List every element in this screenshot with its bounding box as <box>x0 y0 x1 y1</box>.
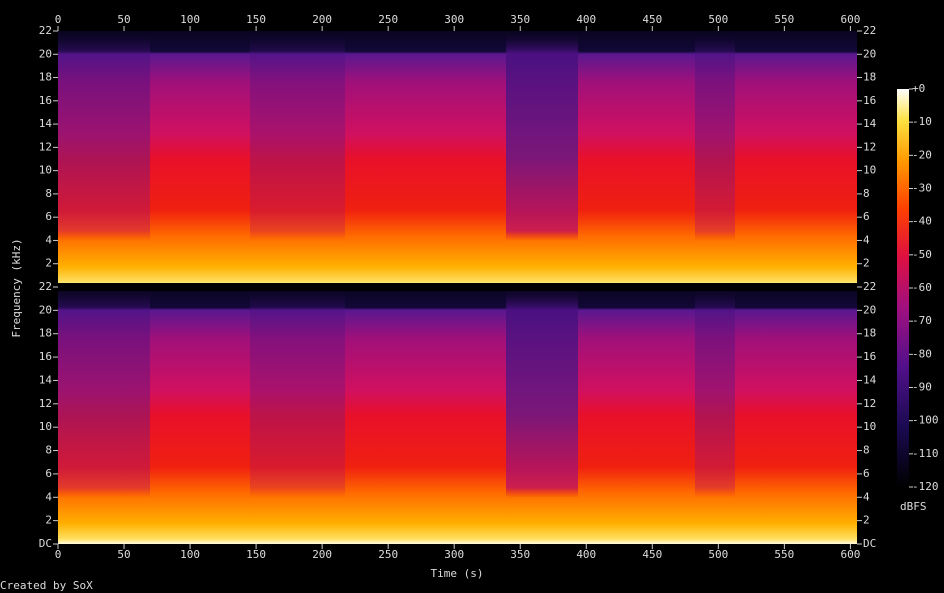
colorbar-tick-label: -40 <box>912 215 932 228</box>
y-tick-label: 8 <box>45 444 52 457</box>
x-tick-label: 0 <box>55 13 62 26</box>
x-tick-label: 100 <box>180 13 200 26</box>
x-tick-label: 300 <box>444 548 464 561</box>
y-tick-label: 6 <box>863 467 870 480</box>
colorbar-tick-label: -10 <box>912 115 932 128</box>
x-tick-label: 250 <box>378 548 398 561</box>
x-tick-label: 150 <box>246 13 266 26</box>
spectrogram-image <box>58 31 857 544</box>
y-axis-label: Frequency (kHz) <box>10 238 23 337</box>
y-tick-label: 8 <box>863 187 870 200</box>
colorbar-tick-label: -90 <box>912 381 932 394</box>
y-tick-label: 6 <box>45 210 52 223</box>
x-tick-label: 450 <box>642 13 662 26</box>
y-tick-label: 16 <box>863 350 876 363</box>
y-tick-label: 14 <box>39 117 53 130</box>
x-tick-label: 350 <box>510 548 530 561</box>
x-tick-label: 50 <box>117 548 130 561</box>
y-tick-label: 4 <box>45 490 52 503</box>
y-tick-label: 4 <box>45 233 52 246</box>
y-tick-label: 6 <box>45 467 52 480</box>
x-tick-label: 600 <box>840 548 860 561</box>
y-tick-label: 16 <box>39 94 52 107</box>
colorbar <box>897 89 909 487</box>
x-tick-label: 500 <box>708 13 728 26</box>
y-tick-label: 12 <box>863 140 876 153</box>
colorbar-tick-label: +0 <box>912 82 925 95</box>
y-tick-label: 20 <box>39 47 52 60</box>
x-tick-label: 200 <box>312 548 332 561</box>
y-tick-label: 18 <box>39 71 52 84</box>
y-tick-label: DC <box>39 537 52 550</box>
x-tick-label: 400 <box>576 13 596 26</box>
y-tick-label: 22 <box>863 24 876 37</box>
y-tick-label: 8 <box>45 187 52 200</box>
y-tick-label: 16 <box>863 94 876 107</box>
colorbar-label: dBFS <box>900 500 927 513</box>
y-tick-label: 14 <box>39 373 53 386</box>
y-tick-label: 10 <box>863 420 876 433</box>
y-tick-label: 18 <box>863 71 876 84</box>
y-tick-label: 20 <box>863 303 876 316</box>
y-tick-label: 16 <box>39 350 52 363</box>
colorbar-tick-label: -30 <box>912 182 932 195</box>
y-tick-label: 12 <box>39 397 52 410</box>
y-tick-label: 22 <box>863 280 876 293</box>
colorbar-tick-label: -20 <box>912 148 932 161</box>
y-tick-label: 2 <box>863 514 870 527</box>
x-tick-label: 450 <box>642 548 662 561</box>
y-tick-label: 22 <box>39 24 52 37</box>
y-tick-label: 2 <box>863 257 870 270</box>
y-tick-label: 2 <box>45 257 52 270</box>
y-tick-label: 20 <box>863 47 876 60</box>
y-tick-label: 12 <box>863 397 876 410</box>
colorbar-tick-label: -60 <box>912 281 932 294</box>
y-tick-label: 14 <box>863 373 877 386</box>
y-tick-label: 12 <box>39 140 52 153</box>
y-tick-label: 22 <box>39 280 52 293</box>
y-tick-label: 2 <box>45 514 52 527</box>
x-tick-label: 250 <box>378 13 398 26</box>
y-tick-label: 8 <box>863 444 870 457</box>
x-tick-label: 400 <box>576 548 596 561</box>
x-tick-label: 200 <box>312 13 332 26</box>
colorbar-tick-label: -110 <box>912 447 939 460</box>
colorbar-tick-label: -100 <box>912 414 939 427</box>
x-tick-label: 550 <box>774 548 794 561</box>
y-tick-label: 20 <box>39 303 52 316</box>
x-tick-label: 150 <box>246 548 266 561</box>
x-axis-label: Time (s) <box>431 567 484 580</box>
x-tick-label: 550 <box>774 13 794 26</box>
footer: Created by SoX <box>0 579 93 592</box>
x-tick-label: 350 <box>510 13 530 26</box>
y-tick-label: 4 <box>863 490 870 503</box>
x-tick-label: 500 <box>708 548 728 561</box>
y-tick-label: 4 <box>863 233 870 246</box>
x-tick-label: 100 <box>180 548 200 561</box>
x-tick-label: 600 <box>840 13 860 26</box>
colorbar-tick-label: -50 <box>912 248 932 261</box>
colorbar-tick-label: -120 <box>912 480 939 493</box>
colorbar-tick-label: -70 <box>912 314 932 327</box>
y-tick-label: 14 <box>863 117 877 130</box>
y-tick-label: 6 <box>863 210 870 223</box>
x-tick-label: 0 <box>55 548 62 561</box>
y-tick-label: 10 <box>39 420 52 433</box>
x-tick-label: 300 <box>444 13 464 26</box>
colorbar-tick-label: -80 <box>912 347 932 360</box>
y-tick-label: 18 <box>863 327 876 340</box>
y-tick-label: 18 <box>39 327 52 340</box>
x-tick-label: 50 <box>117 13 130 26</box>
y-tick-label: 10 <box>863 164 876 177</box>
y-tick-label: DC <box>863 537 876 550</box>
y-tick-label: 10 <box>39 164 52 177</box>
